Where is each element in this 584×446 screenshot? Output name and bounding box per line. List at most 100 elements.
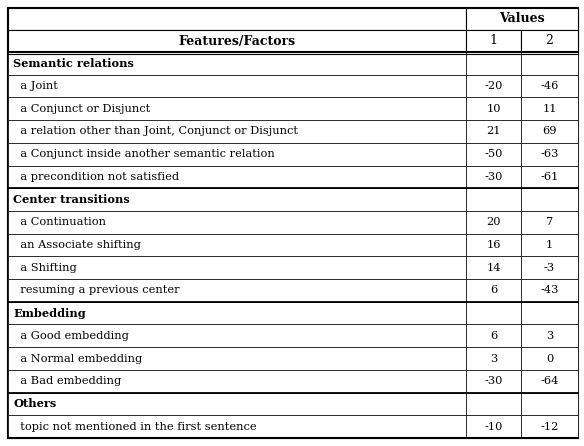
Text: a Conjunct or Disjunct: a Conjunct or Disjunct: [13, 104, 150, 114]
Text: Features/Factors: Features/Factors: [179, 34, 296, 48]
Text: -61: -61: [540, 172, 559, 182]
Text: Semantic relations: Semantic relations: [13, 58, 134, 69]
Bar: [8, 302, 466, 325]
Bar: [521, 52, 578, 75]
Text: -64: -64: [540, 376, 559, 386]
Bar: [8, 143, 466, 165]
Bar: [466, 120, 521, 143]
Bar: [8, 211, 466, 234]
Text: a Normal embedding: a Normal embedding: [13, 354, 142, 363]
Bar: [466, 256, 521, 279]
Bar: [521, 325, 578, 347]
Bar: [8, 279, 466, 302]
Text: 6: 6: [490, 331, 497, 341]
Text: 69: 69: [543, 127, 557, 136]
Text: -12: -12: [540, 421, 559, 432]
Text: 7: 7: [546, 217, 553, 227]
Text: -10: -10: [484, 421, 503, 432]
Text: a Bad embedding: a Bad embedding: [13, 376, 121, 386]
Bar: [521, 211, 578, 234]
Bar: [521, 256, 578, 279]
Bar: [521, 143, 578, 165]
Bar: [466, 415, 521, 438]
Text: -43: -43: [540, 285, 559, 295]
Bar: [466, 165, 521, 188]
Text: a relation other than Joint, Conjunct or Disjunct: a relation other than Joint, Conjunct or…: [13, 127, 298, 136]
Bar: [466, 97, 521, 120]
Bar: [521, 120, 578, 143]
Text: Values: Values: [499, 12, 545, 25]
Text: 2: 2: [545, 34, 554, 48]
Text: 11: 11: [543, 104, 557, 114]
Bar: [8, 325, 466, 347]
Text: a Continuation: a Continuation: [13, 217, 106, 227]
Bar: [466, 211, 521, 234]
Text: a Joint: a Joint: [13, 81, 58, 91]
Bar: [466, 279, 521, 302]
Bar: [8, 30, 466, 52]
Bar: [8, 256, 466, 279]
Text: -30: -30: [484, 172, 503, 182]
Bar: [466, 325, 521, 347]
Text: 1: 1: [546, 240, 553, 250]
Bar: [521, 234, 578, 256]
Bar: [521, 370, 578, 392]
Bar: [521, 165, 578, 188]
Bar: [8, 8, 466, 30]
Bar: [8, 234, 466, 256]
Bar: [521, 75, 578, 97]
Text: Others: Others: [13, 398, 56, 409]
Bar: [521, 347, 578, 370]
Text: -50: -50: [484, 149, 503, 159]
Text: Center transitions: Center transitions: [13, 194, 130, 205]
Text: 21: 21: [486, 127, 500, 136]
Text: resuming a previous center: resuming a previous center: [13, 285, 180, 295]
Text: a precondition not satisfied: a precondition not satisfied: [13, 172, 179, 182]
Text: 10: 10: [486, 104, 500, 114]
Text: -46: -46: [540, 81, 559, 91]
Text: Embedding: Embedding: [13, 308, 86, 318]
Text: a Shifting: a Shifting: [13, 263, 77, 273]
Text: 16: 16: [486, 240, 500, 250]
Bar: [466, 302, 521, 325]
Bar: [8, 347, 466, 370]
Bar: [8, 392, 466, 415]
Text: -30: -30: [484, 376, 503, 386]
Text: -63: -63: [540, 149, 559, 159]
Bar: [521, 415, 578, 438]
Bar: [466, 75, 521, 97]
Text: 14: 14: [486, 263, 500, 273]
Bar: [8, 188, 466, 211]
Text: 6: 6: [490, 285, 497, 295]
Bar: [521, 279, 578, 302]
Bar: [466, 392, 521, 415]
Bar: [466, 370, 521, 392]
Bar: [466, 52, 521, 75]
Bar: [466, 30, 521, 52]
Text: a Good embedding: a Good embedding: [13, 331, 129, 341]
Bar: [521, 188, 578, 211]
Bar: [466, 347, 521, 370]
Bar: [466, 143, 521, 165]
Bar: [521, 30, 578, 52]
Text: 3: 3: [490, 354, 497, 363]
Text: 1: 1: [489, 34, 498, 48]
Bar: [8, 415, 466, 438]
Bar: [466, 234, 521, 256]
Text: topic not mentioned in the first sentence: topic not mentioned in the first sentenc…: [13, 421, 256, 432]
Text: 20: 20: [486, 217, 500, 227]
Text: 0: 0: [546, 354, 553, 363]
Bar: [466, 188, 521, 211]
Bar: [8, 75, 466, 97]
Bar: [8, 97, 466, 120]
Text: an Associate shifting: an Associate shifting: [13, 240, 141, 250]
Text: -20: -20: [484, 81, 503, 91]
Bar: [8, 165, 466, 188]
Text: -3: -3: [544, 263, 555, 273]
Bar: [8, 52, 466, 75]
Bar: [521, 302, 578, 325]
Bar: [466, 8, 578, 30]
Text: 3: 3: [546, 331, 553, 341]
Bar: [8, 370, 466, 392]
Text: a Conjunct inside another semantic relation: a Conjunct inside another semantic relat…: [13, 149, 274, 159]
